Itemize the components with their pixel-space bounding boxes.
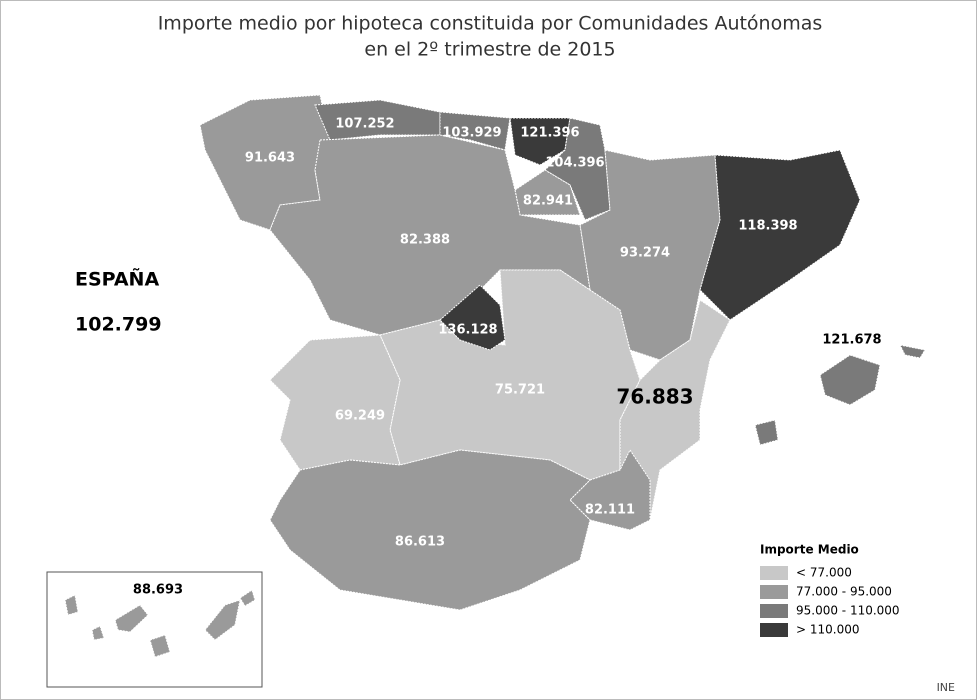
canarias: [64, 589, 256, 658]
region-label: 93.274: [620, 246, 670, 261]
region-label: 86.613: [395, 535, 445, 550]
region: [569, 449, 651, 531]
island: [754, 419, 779, 446]
region-label: 107.252: [335, 117, 394, 132]
island: [114, 604, 149, 633]
island: [204, 599, 241, 641]
region: [509, 117, 571, 166]
region-label: 121.396: [520, 126, 579, 141]
region: [269, 334, 401, 471]
legend-swatch: [760, 566, 788, 580]
region-label: 82.111: [585, 503, 635, 518]
island: [239, 589, 256, 607]
region-label: 136.128: [438, 323, 497, 338]
region: [699, 149, 861, 321]
region-label: 104.396: [545, 156, 604, 171]
region: [439, 284, 506, 351]
region: [619, 299, 731, 521]
region-label: 82.388: [400, 233, 450, 248]
region-label: 91.643: [245, 151, 295, 166]
spain-label: ESPAÑA: [75, 267, 159, 291]
legend-label: < 77.000: [796, 566, 852, 580]
island: [149, 634, 171, 658]
region-label: 103.929: [442, 126, 501, 141]
region-label: 118.398: [738, 219, 797, 234]
legend-label: 95.000 - 110.000: [796, 604, 900, 618]
island: [64, 594, 79, 616]
island: [91, 625, 105, 641]
region: [439, 111, 511, 151]
legend-swatch: [760, 604, 788, 618]
title-line-1: Importe medio por hipoteca constituida p…: [158, 13, 823, 35]
legend-label: > 110.000: [796, 623, 860, 637]
region-label: 121.678: [822, 333, 881, 348]
region-label: 75.721: [495, 383, 545, 398]
region-label: 69.249: [335, 409, 385, 424]
region-label: 76.883: [616, 385, 693, 409]
legend-title: Importe Medio: [760, 543, 859, 557]
region: [269, 449, 591, 611]
spain-value: 102.799: [75, 314, 162, 336]
legend-swatch: [760, 623, 788, 637]
title-line-2: en el 2º trimestre de 2015: [364, 39, 615, 61]
legend-swatch: [760, 585, 788, 599]
region-label: 82.941: [523, 194, 573, 209]
region-label: 88.693: [133, 583, 183, 598]
regions: [199, 94, 926, 611]
island: [899, 344, 926, 359]
region: [514, 169, 581, 216]
legend-label: 77.000 - 95.000: [796, 585, 892, 599]
legend: Importe Medio < 77.000 77.000 - 95.000 95.…: [760, 543, 900, 637]
region: [544, 117, 611, 221]
island: [819, 354, 881, 406]
source: INE: [937, 681, 955, 694]
